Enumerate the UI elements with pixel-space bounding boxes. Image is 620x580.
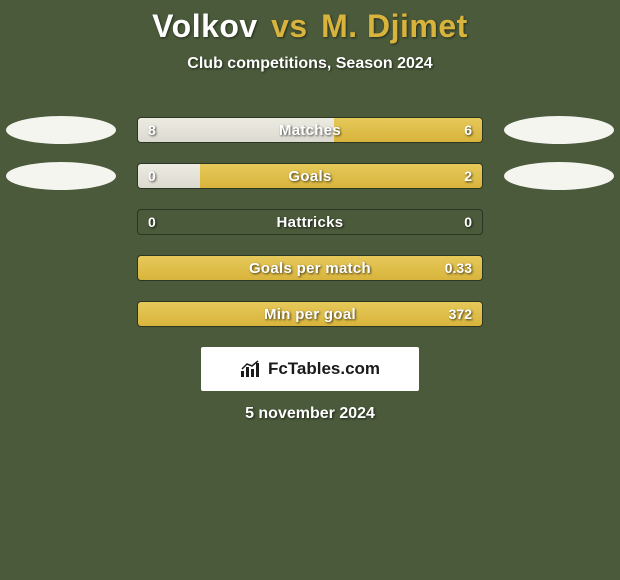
brand-box: FcTables.com [201,347,419,391]
subtitle: Club competitions, Season 2024 [0,55,620,73]
stat-row: 00Hattricks [0,205,620,239]
stat-bar: 372Min per goal [137,301,483,327]
stat-bar: 0.33Goals per match [137,255,483,281]
player1-indicator [6,116,116,144]
stat-row: 02Goals [0,159,620,193]
stat-bar: 00Hattricks [137,209,483,235]
brand-text: FcTables.com [268,359,380,379]
stat-label: Min per goal [138,302,482,326]
bars-icon [240,360,262,378]
stat-bar: 86Matches [137,117,483,143]
stat-label: Goals [138,164,482,188]
stat-row: 0.33Goals per match [0,251,620,285]
stat-bars-container: 86Matches 02Goals 00Hattricks 0.33Goals per… [0,113,620,331]
player1-indicator [6,162,116,190]
stat-bar: 02Goals [137,163,483,189]
player2-name: M. Djimet [321,8,468,44]
stat-label: Hattricks [138,210,482,234]
vs-text: vs [271,8,308,44]
stat-label: Goals per match [138,256,482,280]
player2-indicator [504,162,614,190]
player2-indicator [504,116,614,144]
stat-label: Matches [138,118,482,142]
stat-row: 372Min per goal [0,297,620,331]
comparison-title: Volkov vs M. Djimet [0,0,620,45]
date-text: 5 november 2024 [0,405,620,423]
stat-row: 86Matches [0,113,620,147]
player1-name: Volkov [152,8,258,44]
